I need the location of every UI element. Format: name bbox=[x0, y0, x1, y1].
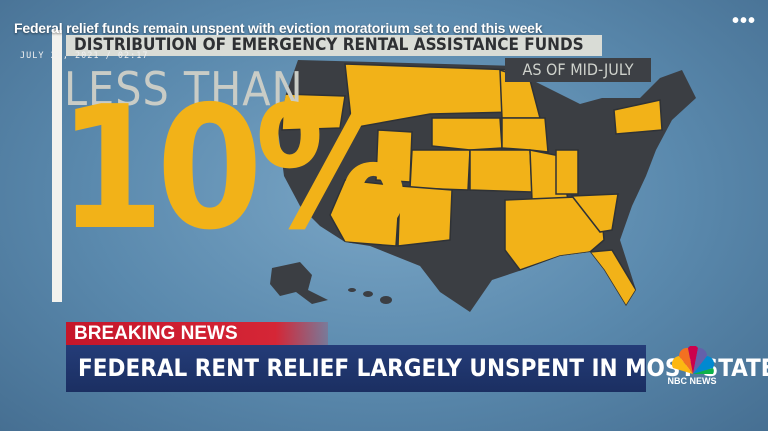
hawaii bbox=[348, 288, 392, 304]
date-note: AS OF MID-JULY bbox=[505, 58, 651, 82]
state-yellow bbox=[397, 185, 453, 247]
state-yellow bbox=[329, 179, 401, 247]
timestamp: JULY 28, 2021 / 02:17 bbox=[20, 51, 149, 61]
peacock-logo bbox=[671, 346, 715, 374]
state-yellow bbox=[431, 117, 503, 151]
lead-text: LESS THAN bbox=[64, 62, 304, 116]
state-yellow bbox=[469, 149, 533, 193]
figure: 10% bbox=[58, 70, 408, 268]
state-yellow bbox=[281, 93, 346, 131]
graphic-title: DISTRIBUTION OF EMERGENCY RENTAL ASSISTA… bbox=[66, 35, 602, 56]
state-yellow bbox=[409, 149, 471, 191]
state-yellow bbox=[570, 193, 619, 233]
state-yellow bbox=[555, 149, 579, 195]
video-title: Federal relief funds remain unspent with… bbox=[14, 20, 543, 36]
network-label: NBC NEWS bbox=[667, 376, 717, 386]
state-yellow bbox=[588, 249, 637, 308]
state-yellow bbox=[344, 63, 517, 129]
states bbox=[278, 60, 696, 312]
breaking-tag: BREAKING NEWS bbox=[66, 322, 328, 345]
headline: FEDERAL RENT RELIEF LARGELY UNSPENT IN M… bbox=[66, 345, 768, 392]
state-yellow bbox=[613, 99, 663, 135]
alaska bbox=[270, 262, 328, 304]
state-yellow bbox=[501, 117, 549, 153]
accent-bar bbox=[52, 30, 62, 302]
menu-button[interactable]: ••• bbox=[731, 10, 756, 32]
